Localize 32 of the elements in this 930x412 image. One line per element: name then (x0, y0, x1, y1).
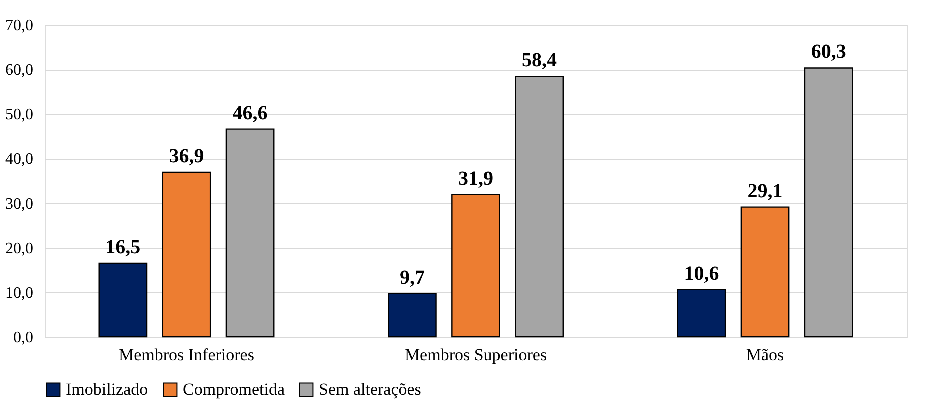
x-tick-label: Mãos (746, 346, 784, 364)
bar (226, 128, 275, 338)
data-label: 9,7 (400, 266, 425, 289)
y-tick-label: 40,0 (6, 151, 34, 168)
bar (740, 206, 790, 338)
y-tick-label: 10,0 (6, 284, 34, 302)
data-label: 16,5 (106, 236, 141, 258)
bar (388, 293, 437, 338)
data-label: 36,9 (169, 146, 204, 168)
legend-label: Sem alterações (319, 380, 422, 399)
legend-label: Comprometida (183, 380, 286, 399)
data-label: 46,6 (232, 102, 268, 124)
x-tick-label: Membros Inferiores (118, 346, 254, 364)
bar (677, 289, 726, 338)
data-label: 29,1 (748, 180, 783, 202)
data-label: 58,4 (522, 50, 558, 72)
data-label: 31,9 (458, 168, 494, 190)
y-tick-label: 70,0 (6, 18, 34, 34)
y-tick-label: 0,0 (14, 330, 34, 346)
y-tick-label: 20,0 (6, 240, 34, 258)
y-tick-label: 30,0 (6, 196, 34, 213)
data-label: 10,6 (684, 262, 720, 285)
x-tick-label: Membros Superiores (404, 346, 548, 364)
data-label: 60,3 (811, 41, 846, 64)
y-tick-label: 60,0 (6, 62, 34, 80)
bar (162, 172, 212, 338)
bar (515, 76, 564, 338)
bar (804, 68, 854, 338)
legend-label: Imobilizado (66, 380, 148, 399)
y-tick-label: 50,0 (6, 106, 34, 124)
bar (452, 194, 500, 338)
bar (98, 262, 148, 338)
